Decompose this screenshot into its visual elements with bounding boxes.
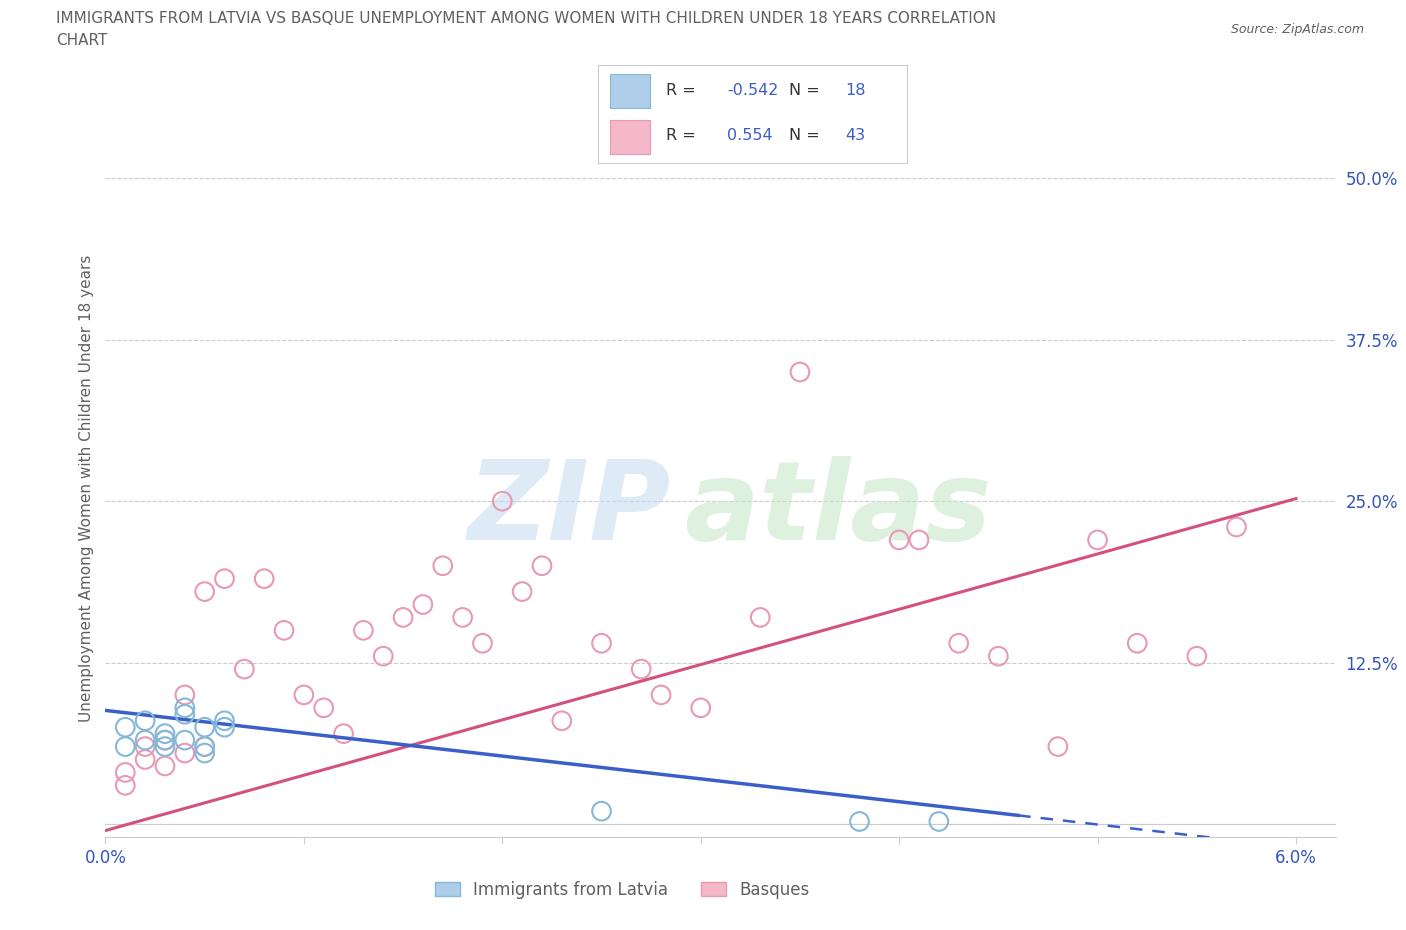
Point [134,752,156,767]
Point [153,759,176,774]
Point [173,687,195,702]
Point [432,558,454,573]
Point [928,814,950,829]
Point [948,636,970,651]
Text: CHART: CHART [56,33,108,47]
Text: -0.542: -0.542 [727,83,779,98]
Point [650,687,672,702]
Point [749,610,772,625]
Point [987,649,1010,664]
Text: R =: R = [665,83,696,98]
Point [412,597,434,612]
Point [194,746,217,761]
Point [114,720,136,735]
Point [630,661,652,676]
Point [591,804,613,818]
Point [530,558,553,573]
Text: ZIP: ZIP [468,456,672,563]
Text: 0.554: 0.554 [727,128,773,143]
Point [194,739,217,754]
Point [173,733,195,748]
Text: IMMIGRANTS FROM LATVIA VS BASQUE UNEMPLOYMENT AMONG WOMEN WITH CHILDREN UNDER 18: IMMIGRANTS FROM LATVIA VS BASQUE UNEMPLO… [56,11,997,26]
Point [789,365,811,379]
Point [373,649,395,664]
Point [1087,533,1109,548]
Point [510,584,533,599]
Text: R =: R = [665,128,696,143]
Text: N =: N = [789,128,820,143]
Point [1225,520,1247,535]
Point [114,739,136,754]
Point [689,700,711,715]
Point [173,700,195,715]
Point [214,720,236,735]
Text: 43: 43 [845,128,865,143]
Y-axis label: Unemployment Among Women with Children Under 18 years: Unemployment Among Women with Children U… [79,255,94,722]
Point [1185,649,1208,664]
Point [848,814,870,829]
Point [194,739,217,754]
Point [591,636,613,651]
Point [173,707,195,722]
Point [153,733,176,748]
Point [471,636,494,651]
Point [1046,739,1069,754]
Point [273,623,295,638]
Point [233,661,256,676]
Point [1126,636,1149,651]
Text: atlas: atlas [683,456,991,563]
Point [214,713,236,728]
Point [253,571,276,586]
Point [332,726,354,741]
Text: Source: ZipAtlas.com: Source: ZipAtlas.com [1230,23,1364,36]
Point [194,720,217,735]
Point [491,494,513,509]
Point [214,571,236,586]
Bar [610,120,650,154]
Bar [610,73,650,108]
Point [451,610,474,625]
Text: 18: 18 [845,83,866,98]
Point [889,533,911,548]
Point [153,733,176,748]
Point [551,713,574,728]
Point [173,746,195,761]
Point [153,726,176,741]
Text: N =: N = [789,83,820,98]
Point [114,765,136,780]
Point [114,777,136,792]
Point [194,584,217,599]
Point [392,610,415,625]
Point [352,623,374,638]
Point [292,687,315,702]
Point [908,533,931,548]
Point [134,739,156,754]
Point [312,700,335,715]
Legend: Immigrants from Latvia, Basques: Immigrants from Latvia, Basques [427,874,817,906]
Point [134,733,156,748]
Point [134,713,156,728]
Point [153,739,176,754]
